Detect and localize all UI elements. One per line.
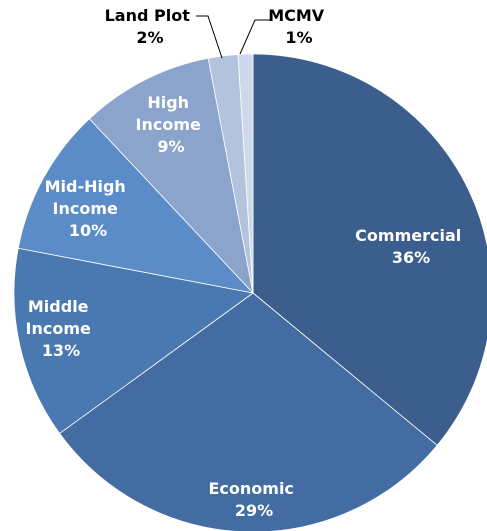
label-land-plot-name: Land Plot [105,6,191,25]
label-economic-percent: 29% [235,501,273,520]
pie-slices [13,53,487,531]
label-commercial-name: Commercial [355,226,461,245]
slice-commercial [252,53,487,446]
leader-lines [196,15,270,59]
label-commercial: Commercial 36% [355,226,467,267]
label-high-income-line1: High [147,93,189,112]
label-mid-high-income-line1: Mid-High [45,177,126,196]
label-mid-high-income-percent: 10% [69,221,107,240]
leader-mcmv [239,19,270,55]
label-economic-name: Economic [208,479,293,498]
label-high-income-percent: 9% [157,137,184,156]
slice-high-income [88,57,254,295]
label-middle-income: Middle Income 13% [26,297,97,360]
label-middle-income-line2: Income [26,319,91,338]
label-middle-income-percent: 13% [42,341,80,360]
label-middle-income-line1: Middle [28,297,89,316]
label-mcmv: MCMV 1% [268,6,330,47]
leader-land-plot [196,15,223,59]
label-high-income: High Income 9% [136,93,207,156]
slice-economic [59,292,438,531]
label-land-plot: Land Plot 2% [105,6,196,47]
label-mcmv-percent: 1% [285,28,312,47]
label-land-plot-percent: 2% [136,28,163,47]
slice-mid-high-income [17,118,255,294]
slice-mcmv [237,53,254,294]
label-high-income-line2: Income [136,115,201,134]
label-mcmv-name: MCMV [268,6,325,25]
slice-middle-income [13,247,254,435]
label-commercial-percent: 36% [392,248,430,267]
label-mid-high-income: Mid-High Income 10% [45,177,132,240]
label-mid-high-income-line2: Income [53,199,118,218]
label-economic: Economic 29% [208,479,299,520]
